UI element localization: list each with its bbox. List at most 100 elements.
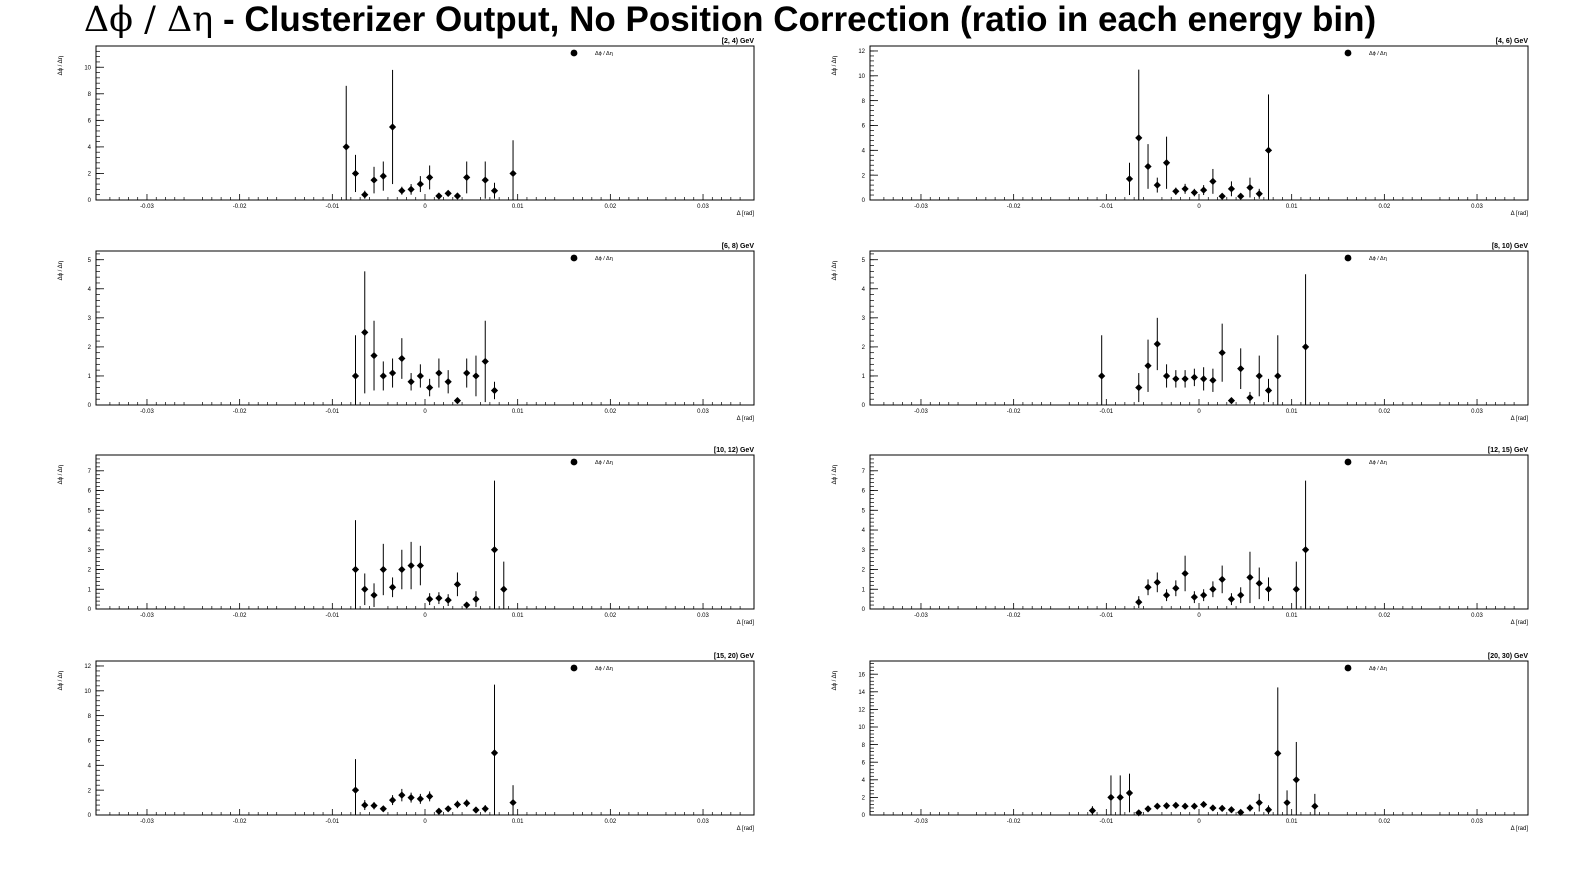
data-point (1292, 585, 1300, 593)
x-tick-label: -0.03 (140, 819, 154, 825)
y-tick-label: 4 (88, 145, 92, 151)
y-tick-label: 8 (862, 99, 866, 105)
y-tick-label: 8 (862, 743, 866, 749)
x-tick-label: -0.01 (1099, 819, 1113, 825)
x-axis-label: Δ [rad] (1511, 620, 1529, 626)
y-tick-label: 2 (88, 568, 92, 574)
data-point (444, 378, 452, 386)
plot-frame (869, 454, 1529, 610)
legend-label: Δϕ / Δη (1369, 666, 1387, 672)
data-point (1172, 187, 1180, 195)
data-point (1162, 372, 1171, 380)
data-point (1255, 579, 1263, 587)
x-tick-label: 0.03 (697, 204, 709, 210)
y-tick-label: 3 (862, 548, 866, 554)
data-point (426, 383, 434, 392)
y-tick-label: 3 (88, 316, 92, 322)
y-tick-label: 0 (88, 198, 92, 204)
x-axis-label: Δ [rad] (737, 211, 755, 217)
plot-frame (869, 45, 1529, 201)
data-point (1274, 749, 1282, 757)
y-tick-label: 1 (88, 374, 92, 380)
data-point (1264, 585, 1273, 593)
data-point (1200, 800, 1208, 809)
data-point (426, 595, 434, 603)
y-axis-label: Δϕ / Δη (832, 261, 838, 280)
y-tick-label: 0 (88, 813, 92, 819)
data-point (361, 585, 369, 593)
data-point (342, 143, 350, 151)
energy-bin-label: [8, 10) GeV (1492, 243, 1529, 250)
x-axis-label: Δ [rad] (1511, 826, 1529, 832)
legend-marker (570, 49, 578, 57)
y-tick-label: 8 (88, 714, 92, 720)
x-tick-label: -0.03 (914, 204, 928, 210)
x-tick-label: 0 (1197, 409, 1201, 415)
data-point (416, 795, 424, 803)
x-tick-label: 0 (423, 819, 427, 825)
data-point (453, 800, 462, 809)
data-point (435, 807, 443, 815)
y-tick-label: 0 (862, 813, 866, 819)
plot-frame (869, 660, 1529, 816)
x-tick-label: 0 (1197, 613, 1201, 619)
data-point (1227, 806, 1236, 814)
data-point (1144, 583, 1152, 591)
y-tick-label: 4 (88, 764, 92, 770)
data-point (1246, 804, 1254, 812)
data-point (1190, 188, 1198, 197)
y-tick-label: 4 (88, 287, 92, 293)
data-point (463, 601, 471, 609)
figure-title: Δϕ / Δη - Clusterizer Output, No Positio… (0, 0, 1460, 40)
legend-label: Δϕ / Δη (595, 460, 613, 466)
x-tick-label: -0.02 (1007, 819, 1021, 825)
legend-label: Δϕ / Δη (1369, 51, 1387, 57)
data-point (1135, 598, 1143, 606)
data-point (1098, 372, 1106, 380)
legend-label: Δϕ / Δη (595, 256, 613, 262)
legend-marker (1344, 254, 1352, 262)
data-point (444, 805, 452, 813)
x-tick-label: -0.03 (140, 613, 154, 619)
data-point (1209, 804, 1217, 812)
data-point (351, 786, 360, 794)
x-tick-label: 0.02 (605, 204, 617, 210)
data-point (361, 191, 369, 199)
data-point (1162, 802, 1171, 810)
chart-panel: -0.03 -0.02 -0.01 0 0.01 0.02 0.03 0 2 4 6 8 10 12 Δ [… (832, 38, 1529, 217)
data-point (1190, 593, 1198, 601)
x-tick-label: 0.01 (1286, 204, 1298, 210)
data-point (398, 565, 406, 574)
data-point (509, 169, 517, 178)
data-point (1144, 805, 1152, 813)
data-point (472, 806, 480, 814)
x-tick-label: 0.01 (512, 204, 524, 210)
data-point (435, 594, 443, 602)
y-axis-label: Δϕ / Δη (58, 56, 64, 75)
data-point (379, 372, 387, 380)
data-point (1153, 340, 1161, 348)
data-point (361, 801, 369, 809)
legend-marker (1344, 49, 1352, 57)
y-tick-label: 6 (862, 124, 866, 130)
data-point (388, 369, 397, 377)
y-tick-label: 1 (88, 587, 92, 593)
y-tick-label: 6 (88, 489, 92, 495)
y-tick-label: 6 (862, 760, 866, 766)
energy-bin-label: [10, 12) GeV (714, 447, 754, 454)
x-tick-label: -0.02 (233, 819, 247, 825)
x-tick-label: -0.02 (233, 409, 247, 415)
data-point (1172, 375, 1180, 383)
data-point (481, 176, 489, 184)
x-tick-label: -0.01 (325, 819, 339, 825)
x-tick-label: 0.01 (1286, 409, 1298, 415)
plot-frame (869, 250, 1529, 406)
chart-panel: -0.03 -0.02 -0.01 0 0.01 0.02 0.03 0 2 4 6 8 10 Δ [ra… (58, 38, 755, 217)
x-tick-label: -0.01 (1099, 613, 1113, 619)
data-point (1162, 591, 1171, 599)
data-point (1135, 134, 1143, 142)
y-tick-label: 12 (858, 49, 865, 55)
y-tick-label: 0 (862, 607, 866, 613)
y-tick-label: 2 (862, 345, 866, 351)
